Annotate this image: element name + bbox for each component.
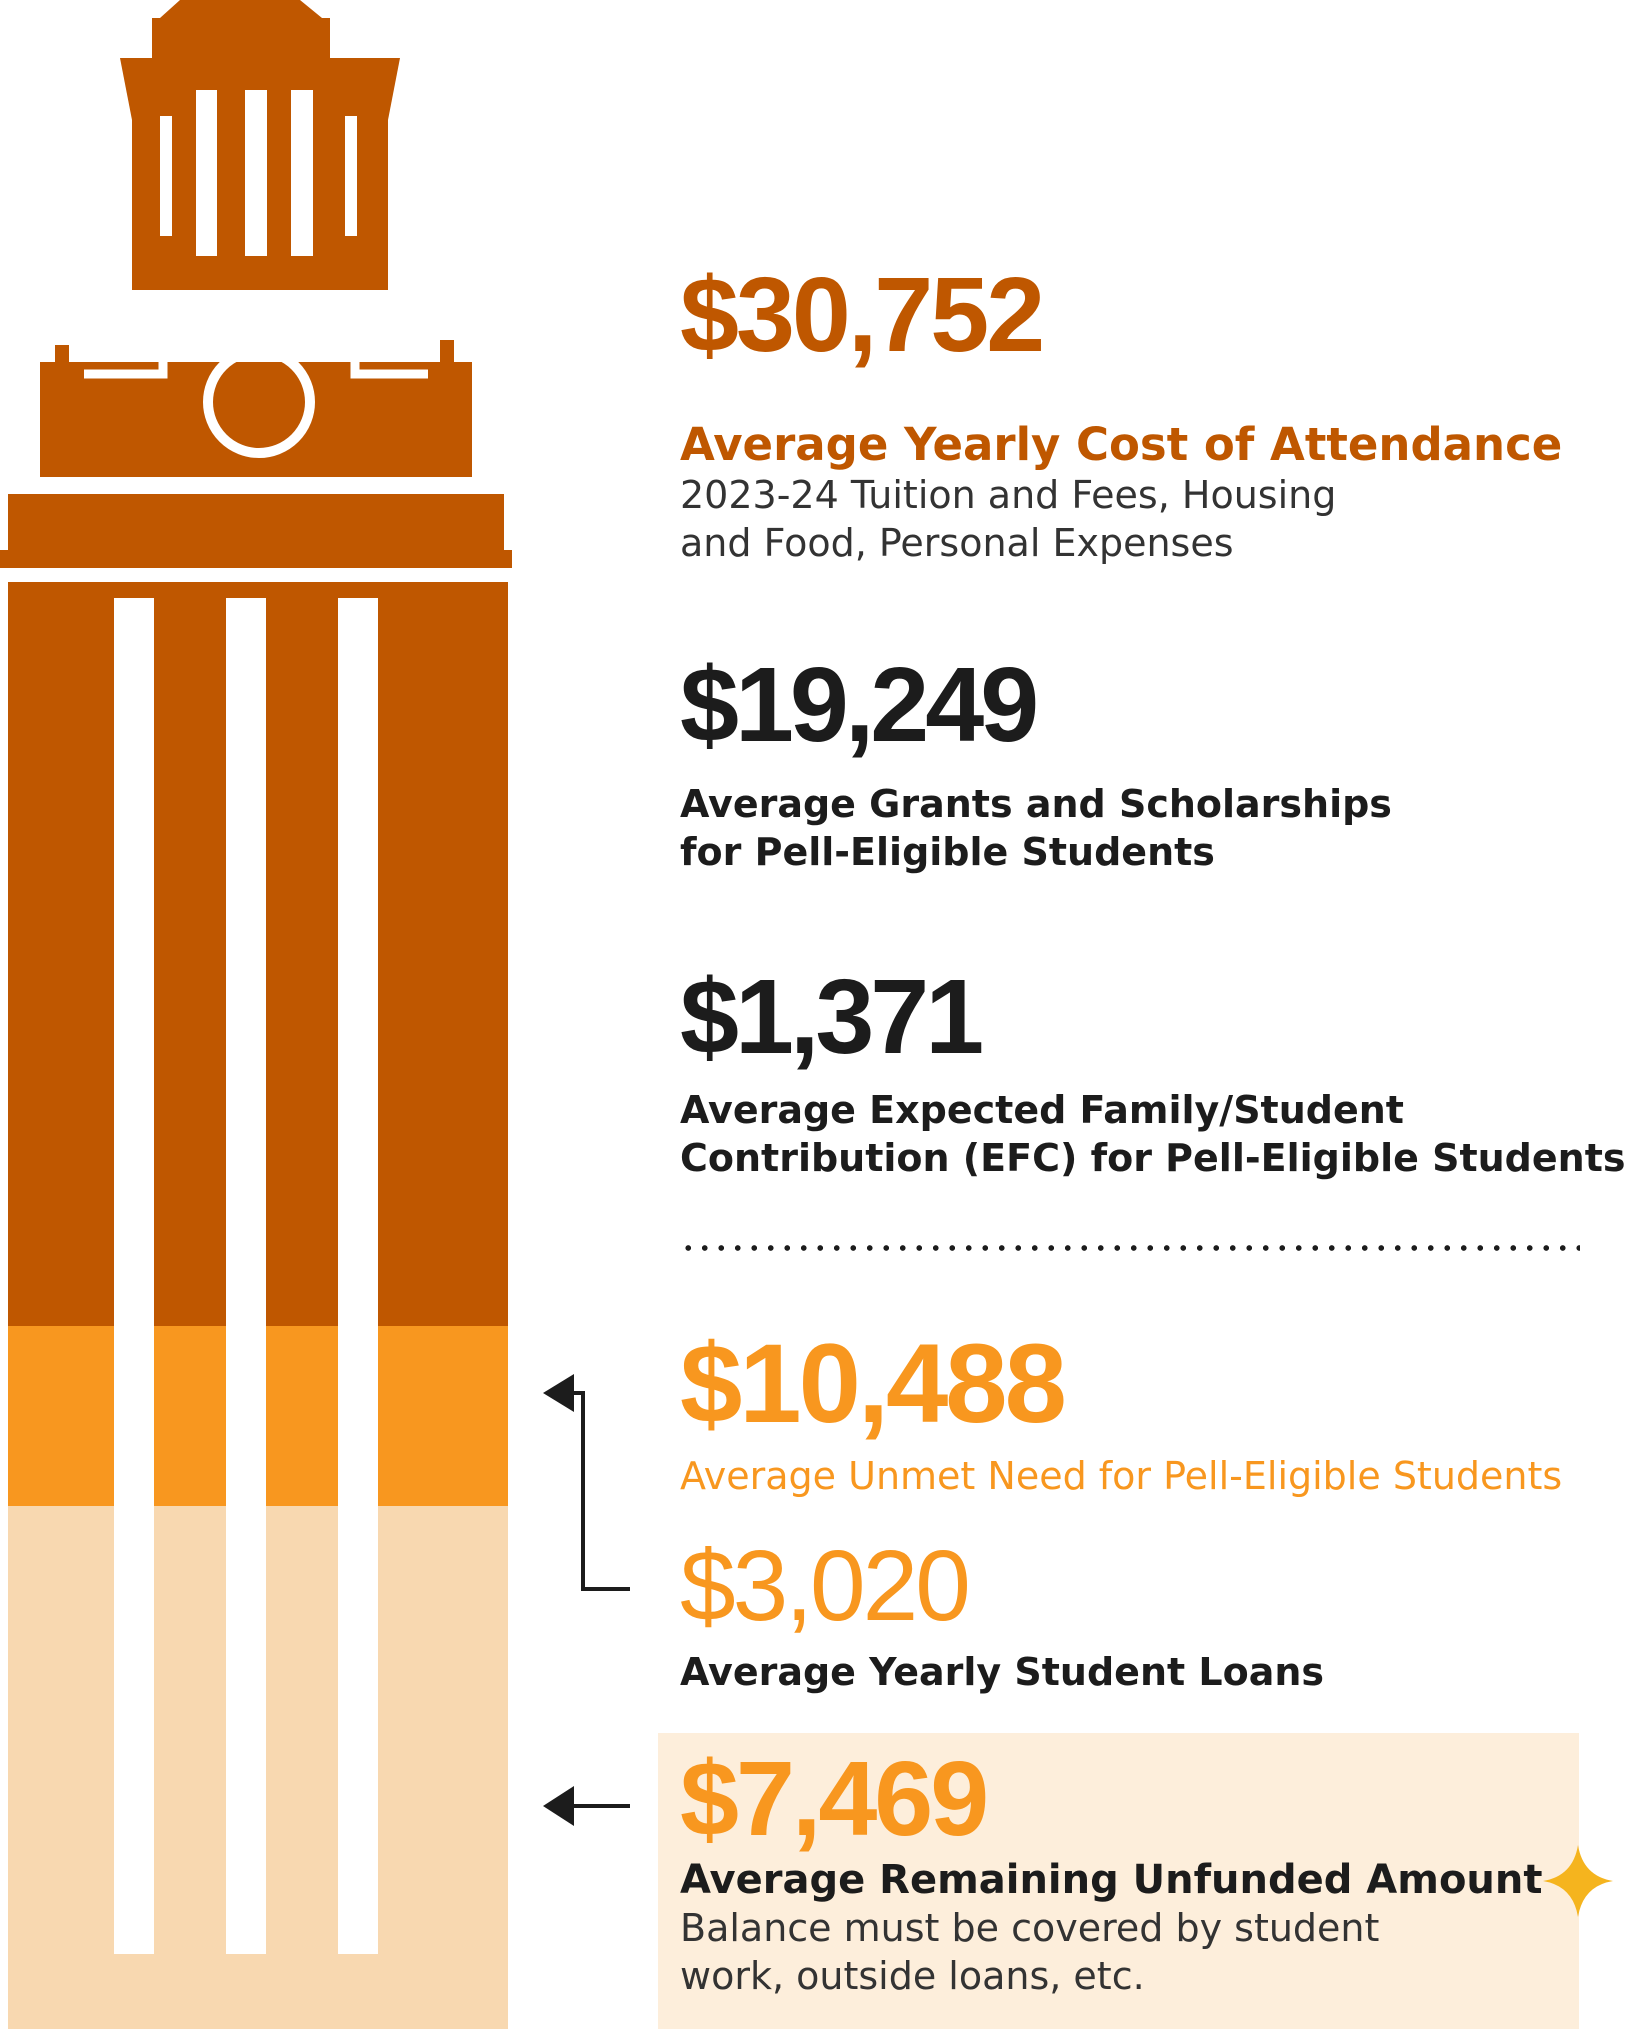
cost-detail-line-2: and Food, Personal Expenses [680,521,1234,565]
tower-clock-section [40,362,472,477]
tower-cornice [8,494,504,552]
tower-cornice-lip [0,550,512,568]
efc-label-block: Average Expected Family/Student Contribu… [680,1086,1626,1182]
tower-cupola-gap [196,90,217,256]
tower-pediment-base-left [84,355,168,379]
tower-cupola-gap [291,90,313,256]
cost-detail-line-1: 2023-24 Tuition and Fees, Housing [680,473,1337,517]
unmet-label: Average Unmet Need for Pell-Eligible Stu… [680,1454,1563,1498]
cost-of-attendance-block: $30,752 [680,256,1045,374]
cost-amount: $30,752 [680,256,1045,374]
remaining-label-block: Average Remaining Unfunded Amount Balanc… [680,1856,1543,2000]
loans-label: Average Yearly Student Loans [680,1650,1325,1694]
grants-label-line-1: Average Grants and Scholarships [680,782,1392,826]
loans-label-block: Average Yearly Student Loans [680,1648,1324,1696]
tower-pediment-base-right [350,355,428,379]
loans-amount: $3,020 [680,1530,971,1642]
remaining-label: Average Remaining Unfunded Amount [680,1857,1543,1903]
bracket-arrow-icon [543,1374,630,1591]
efc-block: $1,371 [680,958,984,1076]
efc-label-line-2: Contribution (EFC) for Pell-Eligible Stu… [680,1136,1626,1180]
tower-pediment-line [158,292,360,355]
left-arrow-icon [543,1786,630,1826]
remaining-block: $7,469 [680,1740,989,1858]
efc-label-line-1: Average Expected Family/Student [680,1088,1404,1132]
grants-label-line-2: for Pell-Eligible Students [680,830,1215,874]
tower-clock-post-right [440,340,454,368]
loans-block: $3,020 [680,1530,971,1642]
tower-cupola-gap [160,116,172,236]
ut-tower-illustration [0,0,512,2029]
unmet-amount: $10,488 [680,1321,1067,1446]
efc-amount: $1,371 [680,958,984,1076]
grants-block: $19,249 [680,646,1039,764]
remaining-amount: $7,469 [680,1740,989,1858]
unmet-need-block: $10,488 [680,1321,1067,1446]
grants-label-block: Average Grants and Scholarships for Pell… [680,780,1392,876]
unmet-label-block: Average Unmet Need for Pell-Eligible Stu… [680,1452,1562,1500]
tower-window-stripe [338,598,378,1954]
remaining-highlight-box [658,1733,1579,2029]
tower-cupola-gap [245,90,267,256]
cost-label-block: Average Yearly Cost of Attendance 2023-2… [680,419,1562,567]
cost-label: Average Yearly Cost of Attendance [680,418,1563,471]
tower-cupola-band [152,18,330,58]
tower-cupola-cap [160,0,322,18]
remaining-detail-line-2: work, outside loans, etc. [680,1954,1145,1998]
grants-amount: $19,249 [680,646,1039,764]
dotted-divider [680,1244,1580,1252]
tower-window-stripe [226,598,266,1954]
tower-cupola-top [120,58,400,120]
tower-window-stripe [114,598,154,1954]
clock-icon [203,346,315,458]
tower-cupola-gap [345,116,357,236]
remaining-detail-line-1: Balance must be covered by student [680,1906,1380,1950]
